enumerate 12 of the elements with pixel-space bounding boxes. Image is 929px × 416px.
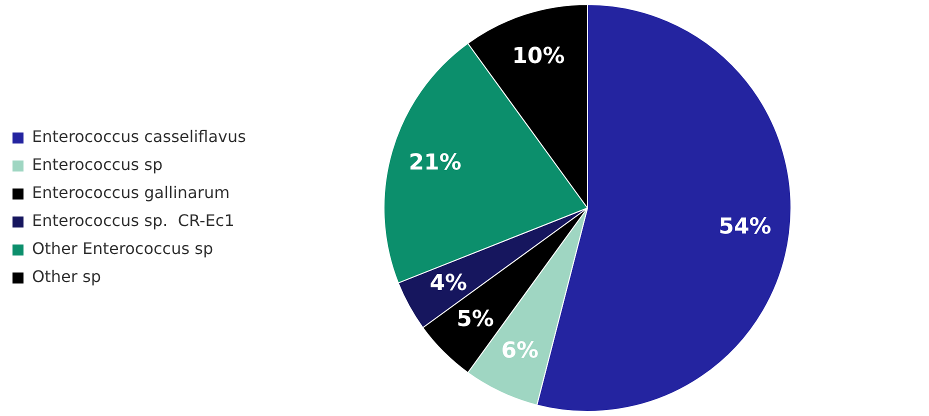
legend-label: Enterococcus sp. CR-Ec1 <box>32 211 234 230</box>
data-label: 10% <box>512 44 565 69</box>
legend-label: Enterococcus sp <box>32 155 163 174</box>
data-label: 6% <box>501 338 539 364</box>
legend-label: Enterococcus casseliflavus <box>32 127 246 146</box>
legend-label: Enterococcus gallinarum <box>32 183 230 202</box>
data-label: 21% <box>408 150 462 176</box>
data-label: 4% <box>430 271 468 296</box>
data-label: 54% <box>718 214 772 240</box>
legend-label: Other Enterococcus sp <box>32 239 214 258</box>
data-label: 5% <box>456 306 494 332</box>
legend-label: Other sp <box>32 267 102 286</box>
